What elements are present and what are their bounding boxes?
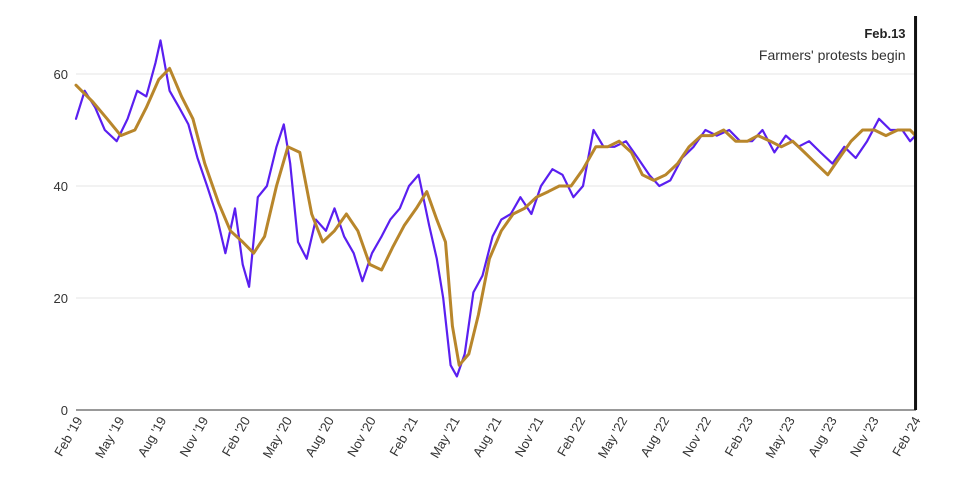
series-line-daily [74,39,917,378]
series-lines [74,39,917,378]
x-tick-label: Feb '23 [722,414,756,459]
x-tick-label: Feb '20 [219,414,253,459]
x-tick-label: Nov '23 [847,414,882,459]
x-tick-label: Aug '22 [637,414,672,459]
x-tick-label: May '19 [92,414,128,461]
y-tick-label: 0 [61,403,68,418]
annotation-text: Farmers' protests begin [759,47,906,63]
x-tick-label: Feb '22 [554,414,588,459]
x-tick-label: May '20 [260,414,296,461]
annotation-title: Feb.13 [864,26,905,41]
y-tick-label: 60 [54,67,68,82]
x-tick-label: May '23 [762,414,798,461]
gridlines [76,73,916,411]
x-tick-label: Aug '23 [805,414,840,459]
x-tick-label: Nov '22 [679,414,714,459]
y-axis: 0 20 40 60 [54,67,68,418]
x-axis: Feb '19 May '19 Aug '19 Nov '19 Feb '20 May '… [51,414,923,461]
annotation: Feb.13 Farmers' protests begin [759,16,918,410]
x-tick-label: Nov '19 [176,414,211,459]
x-tick-label: Feb '24 [889,414,923,459]
x-tick-label: May '21 [427,414,463,461]
series-line-smoothed [74,66,917,367]
x-tick-label: Aug '21 [470,414,505,459]
x-tick-label: Nov '21 [512,414,547,459]
x-tick-label: Feb '21 [386,414,420,459]
y-tick-label: 40 [54,179,68,194]
x-tick-label: May '22 [595,414,631,461]
y-tick-label: 20 [54,291,68,306]
x-tick-label: Nov '20 [344,414,379,459]
x-tick-label: Aug '19 [135,414,170,459]
x-tick-label: Feb '19 [51,414,85,459]
x-tick-label: Aug '20 [302,414,337,459]
